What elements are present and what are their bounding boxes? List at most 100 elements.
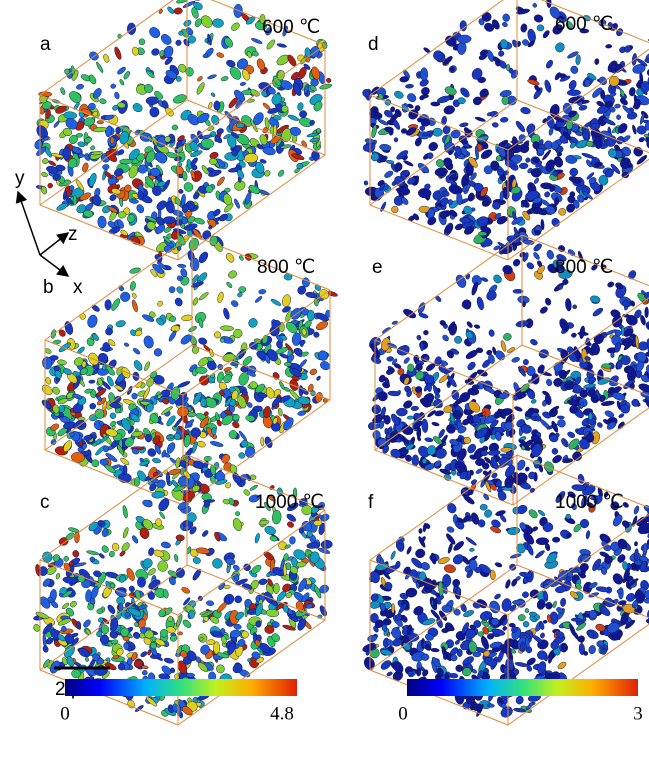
- grain: [543, 191, 551, 199]
- grain: [165, 441, 176, 455]
- grain: [393, 90, 404, 100]
- grain: [153, 347, 164, 358]
- colorbar: [65, 679, 297, 696]
- grain: [492, 273, 503, 284]
- grain: [569, 65, 579, 75]
- grain: [396, 408, 408, 417]
- grain: [472, 704, 482, 712]
- grain: [182, 171, 188, 181]
- grain: [481, 450, 488, 456]
- grain: [158, 561, 168, 572]
- grain: [533, 14, 543, 23]
- grain: [175, 614, 183, 628]
- grain: [491, 434, 496, 440]
- grain: [131, 535, 139, 545]
- grain: [441, 334, 449, 343]
- grain: [505, 579, 512, 589]
- grain: [394, 137, 398, 142]
- grain: [485, 289, 499, 303]
- grain: [238, 286, 246, 293]
- grain: [414, 548, 426, 559]
- grain: [172, 704, 178, 712]
- grain: [509, 432, 512, 437]
- grain: [420, 68, 428, 81]
- grain: [48, 160, 57, 167]
- grain: [391, 603, 394, 613]
- grain: [524, 466, 530, 472]
- grain: [120, 541, 131, 552]
- grain: [181, 618, 192, 629]
- grain: [476, 296, 485, 310]
- grain: [238, 452, 245, 459]
- grain: [299, 110, 308, 119]
- grain: [243, 488, 251, 496]
- grain: [447, 542, 453, 553]
- grain: [504, 422, 514, 430]
- grain: [272, 371, 281, 380]
- grain: [273, 115, 281, 120]
- panel-label: d: [368, 34, 379, 55]
- grain: [511, 356, 520, 363]
- grain: [385, 367, 395, 376]
- grain: [198, 337, 208, 346]
- grain: [537, 148, 544, 155]
- grain: [551, 454, 563, 465]
- axis-label: z: [68, 224, 78, 245]
- grain: [469, 559, 478, 570]
- grain: [224, 188, 230, 192]
- grain: [106, 604, 116, 615]
- grain: [174, 297, 184, 308]
- grain: [459, 86, 471, 99]
- grain: [187, 237, 200, 252]
- grain: [182, 181, 195, 194]
- grain: [580, 574, 586, 579]
- grain: [131, 102, 144, 114]
- grain: [418, 528, 422, 533]
- grain: [258, 578, 267, 585]
- grain: [402, 307, 417, 320]
- colorbar-min: 0: [60, 703, 70, 724]
- grain: [89, 403, 96, 410]
- grain: [214, 101, 221, 111]
- grain: [411, 406, 419, 411]
- grain: [210, 440, 224, 448]
- grain: [514, 406, 523, 413]
- grain: [224, 585, 231, 589]
- grain: [176, 40, 182, 46]
- grain: [258, 289, 266, 294]
- grain: [230, 299, 239, 308]
- grain: [135, 203, 145, 214]
- grain: [512, 258, 522, 268]
- grain: [482, 493, 490, 501]
- grain: [247, 317, 259, 329]
- grain: [86, 550, 99, 556]
- grain: [115, 127, 120, 134]
- grain: [519, 163, 528, 169]
- grain: [269, 535, 278, 542]
- grain: [568, 167, 579, 178]
- grain: [518, 614, 526, 621]
- grain: [105, 125, 113, 137]
- grain: [471, 281, 479, 296]
- box-edge: [375, 235, 522, 340]
- grain: [222, 307, 230, 320]
- grain: [41, 550, 54, 563]
- grain: [181, 586, 191, 594]
- grain: [79, 313, 86, 320]
- grain: [523, 359, 529, 365]
- grain: [460, 603, 468, 613]
- grain: [206, 600, 214, 606]
- grain: [150, 107, 160, 117]
- grain: [618, 413, 625, 419]
- grain: [225, 252, 236, 264]
- grain: [127, 23, 136, 35]
- grain: [575, 54, 580, 65]
- grain: [128, 585, 136, 593]
- grain: [548, 127, 554, 136]
- grain: [522, 620, 530, 628]
- grain: [90, 145, 96, 151]
- temperature-label: 600 ℃: [555, 14, 613, 35]
- grain: [567, 90, 581, 96]
- grain: [226, 281, 233, 289]
